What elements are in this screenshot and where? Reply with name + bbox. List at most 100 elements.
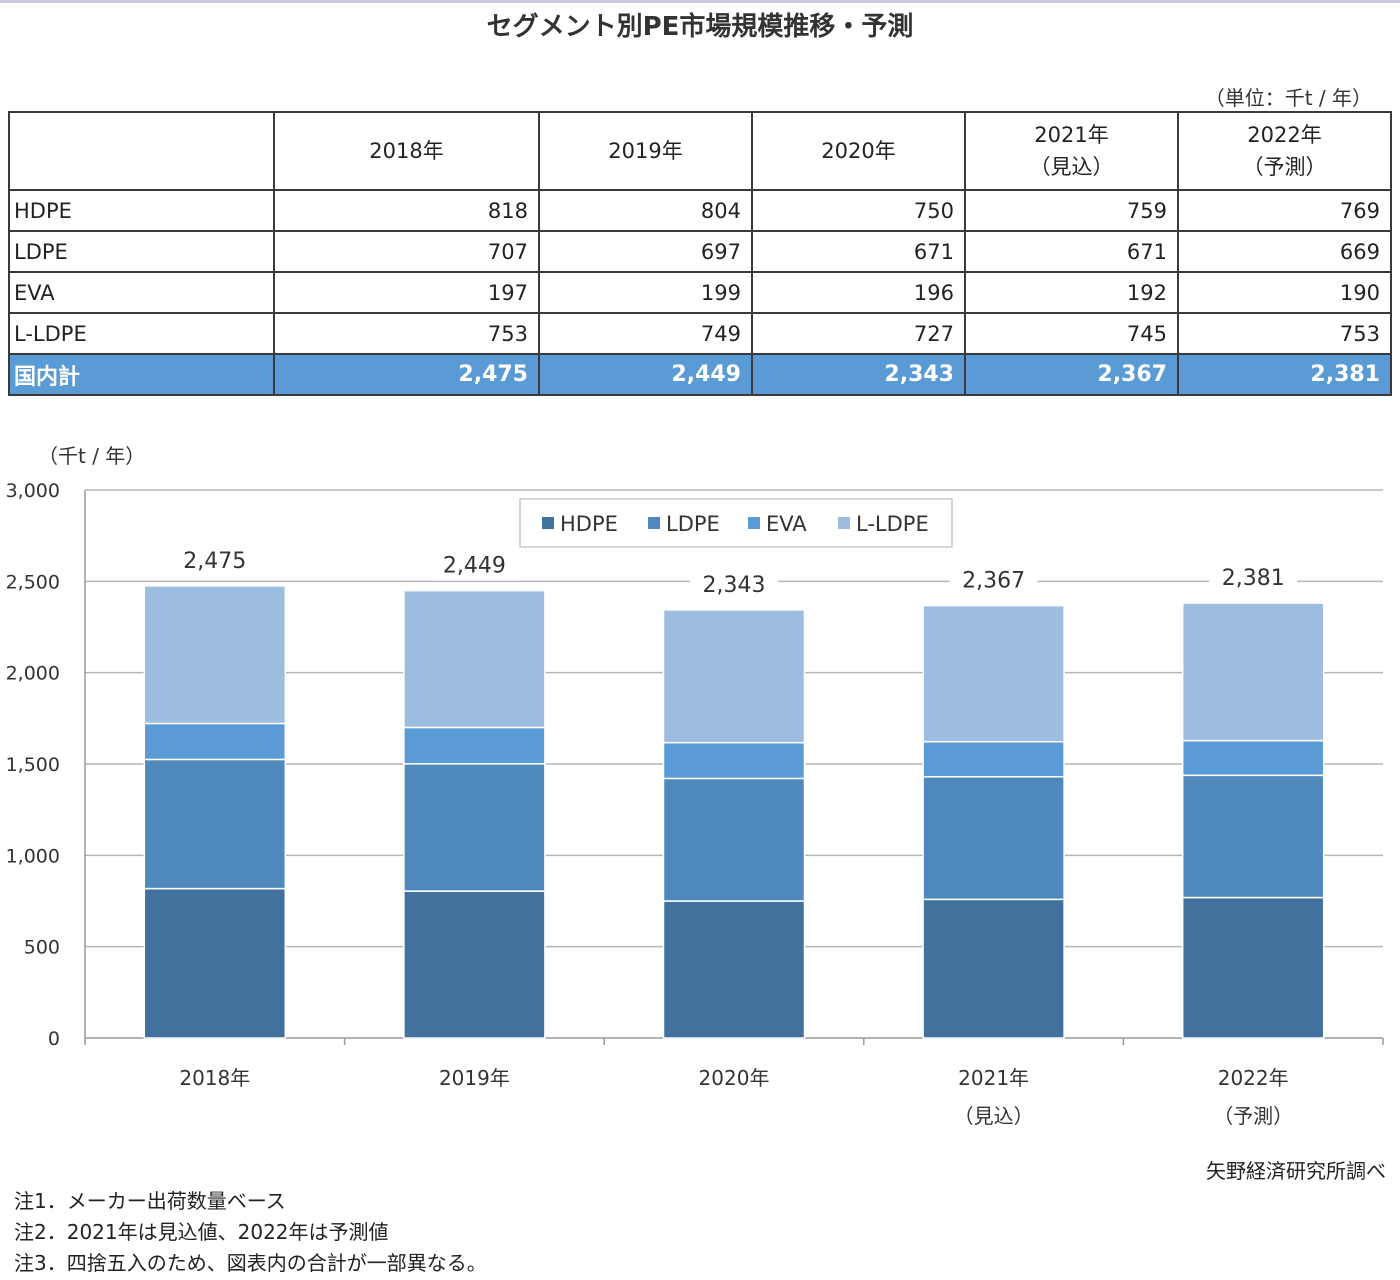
bar-segment-eva xyxy=(662,741,806,780)
table-cell: 197 xyxy=(273,271,540,314)
note-line: 注3．四捨五入のため、図表内の合計が一部異なる。 xyxy=(14,1251,487,1275)
y-tick-label: 500 xyxy=(24,937,60,959)
bar-segment-l-ldpe xyxy=(1181,602,1325,742)
unit-note: （単位：千t / 年） xyxy=(1204,86,1372,110)
table-cell: 190 xyxy=(1177,271,1392,314)
table-cell: 192 xyxy=(964,271,1179,314)
column-header: 2018年 xyxy=(273,111,540,191)
bar-segment-ldpe xyxy=(922,776,1065,901)
legend-label: HDPE xyxy=(560,512,618,536)
row-label: EVA xyxy=(8,271,275,314)
bar-segment-hdpe xyxy=(403,890,546,1039)
y-tick-label: 2,000 xyxy=(6,663,60,685)
x-tick-label: 2019年 xyxy=(439,1066,510,1090)
table-cell: 2,343 xyxy=(751,353,966,396)
total-label-bg xyxy=(430,550,519,581)
table-cell: 753 xyxy=(1177,312,1392,355)
notes: 注1．メーカー出荷数量ベース 注2．2021年は見込値、2022年は予測値 注3… xyxy=(14,1186,487,1279)
top-border xyxy=(0,0,1400,3)
bar-segment-l-ldpe xyxy=(922,604,1065,743)
total-label: 2,449 xyxy=(443,554,506,579)
column-header: 2020年 xyxy=(751,111,966,191)
source-credit: 矢野経済研究所調べ xyxy=(1206,1159,1386,1183)
legend-box xyxy=(519,498,953,548)
bar-segment-eva xyxy=(403,726,546,765)
total-label-bg xyxy=(1209,563,1298,594)
row-label: HDPE xyxy=(8,189,275,232)
bar-segment-hdpe xyxy=(922,898,1065,1039)
x-tick-label: 2020年 xyxy=(699,1066,770,1090)
note-line: 注1．メーカー出荷数量ベース xyxy=(14,1189,286,1213)
table-cell: 759 xyxy=(964,189,1179,232)
total-label: 2,381 xyxy=(1222,566,1285,591)
note-line: 注2．2021年は見込値、2022年は予測値 xyxy=(14,1220,389,1244)
legend-label: L-LDPE xyxy=(856,512,929,536)
table-cell: 750 xyxy=(751,189,966,232)
y-tick-label: 3,000 xyxy=(6,480,60,502)
table-row: LDPE 707 697 671 671 669 xyxy=(8,230,1392,273)
table-cell: 727 xyxy=(751,312,966,355)
table-cell: 707 xyxy=(273,230,540,273)
column-header: 2019年 xyxy=(538,111,753,191)
bar-segment-ldpe xyxy=(1181,774,1325,899)
y-axis-title: （千t / 年） xyxy=(38,444,145,468)
total-label-bg xyxy=(170,545,259,576)
total-label: 2,343 xyxy=(703,573,766,598)
table-cell: 671 xyxy=(964,230,1179,273)
bar-segment-l-ldpe xyxy=(143,585,287,725)
table-cell: 697 xyxy=(538,230,753,273)
legend-swatch xyxy=(748,517,760,529)
bar-segment-eva xyxy=(143,722,287,761)
x-tick-label: 2021年 xyxy=(958,1066,1029,1090)
page-title: セグメント別PE市場規模推移・予測 xyxy=(486,12,914,42)
bar-segment-eva xyxy=(922,740,1065,778)
table-cell: 671 xyxy=(751,230,966,273)
legend-label: LDPE xyxy=(666,512,720,536)
y-tick-label: 2,500 xyxy=(6,571,60,593)
bar-segment-eva xyxy=(1181,739,1325,777)
legend-swatch xyxy=(648,517,660,529)
bar-segment-ldpe xyxy=(143,758,287,890)
table-cell: 753 xyxy=(273,312,540,355)
stacked-bar-chart: （千t / 年） 0 500 1,000 1,500 2,000 2,500 3,000 2,4… xyxy=(6,444,1384,1128)
bar-segment-l-ldpe xyxy=(403,589,546,729)
data-table: 2018年 2019年 2020年 2021年 （見込） 2022年 （予測） HD… xyxy=(8,111,1392,396)
column-header: 2021年 （見込） xyxy=(964,111,1179,191)
bar-segment-ldpe xyxy=(662,777,806,902)
y-tick-label: 0 xyxy=(48,1028,60,1050)
legend-swatch xyxy=(542,517,554,529)
row-label: 国内計 xyxy=(8,353,275,396)
table-corner-cell xyxy=(8,111,275,191)
table-cell: 769 xyxy=(1177,189,1392,232)
legend-swatch xyxy=(838,517,850,529)
total-label: 2,367 xyxy=(962,569,1025,594)
table-cell: 745 xyxy=(964,312,1179,355)
total-label: 2,475 xyxy=(183,549,246,574)
table-total-row: 国内計 2,475 2,449 2,343 2,367 2,381 xyxy=(8,353,1392,396)
bar-segment-hdpe xyxy=(662,900,806,1039)
table-cell: 2,381 xyxy=(1177,353,1392,396)
table-header-row: 2018年 2019年 2020年 2021年 （見込） 2022年 （予測） xyxy=(8,111,1392,191)
table-cell: 804 xyxy=(538,189,753,232)
total-label-bg xyxy=(690,570,778,601)
x-tick-label: （予測） xyxy=(1213,1104,1293,1128)
table-cell: 196 xyxy=(751,271,966,314)
total-label-bg xyxy=(949,565,1038,596)
table-cell: 818 xyxy=(273,189,540,232)
bar-segment-l-ldpe xyxy=(662,609,806,744)
table-cell: 749 xyxy=(538,312,753,355)
bar-segment-ldpe xyxy=(403,763,546,892)
table-row: HDPE 818 804 750 759 769 xyxy=(8,189,1392,232)
bar-segment-hdpe xyxy=(1181,896,1325,1039)
y-tick-label: 1,500 xyxy=(6,754,60,776)
table-row: EVA 197 199 196 192 190 xyxy=(8,271,1392,314)
table-cell: 199 xyxy=(538,271,753,314)
row-label: L-LDPE xyxy=(8,312,275,355)
row-label: LDPE xyxy=(8,230,275,273)
legend-label: EVA xyxy=(766,512,807,536)
table-cell: 2,367 xyxy=(964,353,1179,396)
table-cell: 2,475 xyxy=(273,353,540,396)
column-header: 2022年 （予測） xyxy=(1177,111,1392,191)
x-tick-label: （見込） xyxy=(954,1104,1034,1128)
table-cell: 669 xyxy=(1177,230,1392,273)
